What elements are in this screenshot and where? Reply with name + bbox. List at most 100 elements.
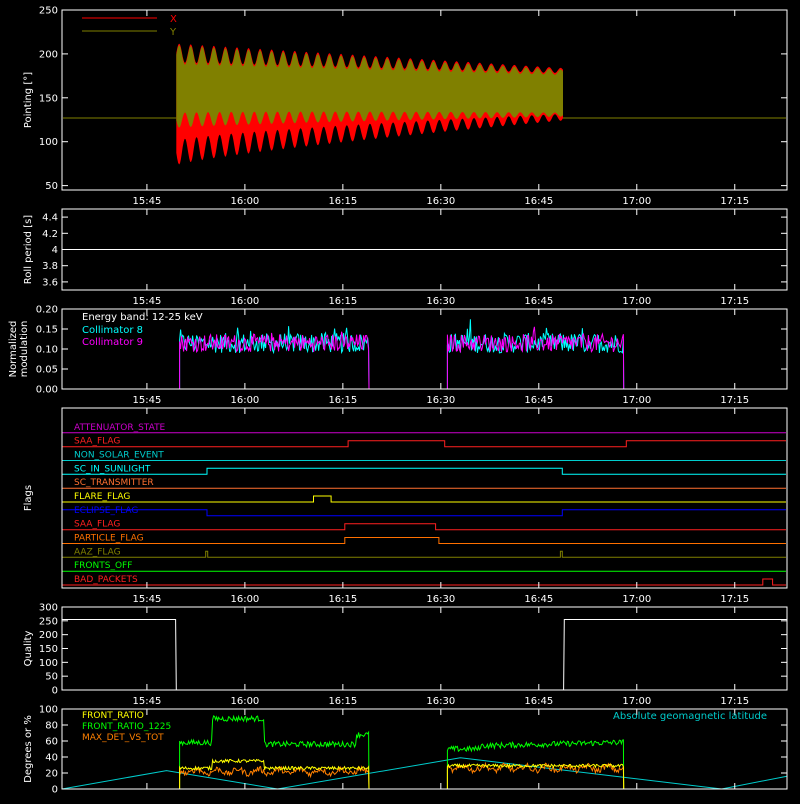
legend-label: Collimator 8 — [82, 325, 143, 336]
x-tick-label: 16:15 — [328, 594, 357, 605]
flag-label: PARTICLE_FLAG — [74, 534, 144, 544]
y-tick-label: 60 — [45, 737, 58, 748]
y-tick-label: 20 — [45, 769, 58, 780]
flag-line-aaz_flag — [62, 550, 786, 558]
series-Y-band — [176, 45, 564, 128]
y-tick-label: 0.20 — [36, 305, 58, 316]
x-tick-label: 17:15 — [720, 196, 749, 207]
x-tick-label: 16:45 — [524, 196, 553, 207]
legend-label: Y — [169, 27, 177, 38]
x-tick-label: 16:00 — [230, 696, 259, 707]
x-tick-label: 17:00 — [622, 696, 651, 707]
geomagnetic-latitude-label: Absolute geomagnetic latitude — [613, 711, 767, 722]
flag-line-saa_flag — [62, 523, 786, 531]
series-collimator-9-line — [63, 326, 786, 390]
legend-label: FRONT_RATIO — [82, 711, 144, 721]
y-axis-label: Roll period [s] — [23, 215, 34, 284]
series-front-ratio-line — [63, 758, 786, 790]
y-tick-label: 200 — [39, 49, 58, 60]
x-tick-label: 16:00 — [230, 296, 259, 307]
flag-label: ATTENUATOR_STATE — [74, 423, 166, 433]
x-tick-label: 17:15 — [720, 296, 749, 307]
geomagnetic-latitude-line — [61, 757, 788, 790]
x-tick-label: 15:45 — [132, 594, 161, 605]
panel-frame-1 — [61, 9, 788, 191]
flag-label: SAA_FLAG — [74, 520, 120, 530]
legend-label: MAX_DET_VS_TOT — [82, 733, 164, 743]
y-tick-label: 100 — [39, 705, 58, 716]
series-front-ratio-1225-line — [63, 714, 786, 790]
x-tick-label: 17:15 — [720, 395, 749, 406]
x-tick-label: 16:30 — [426, 296, 455, 307]
x-tick-label: 16:30 — [426, 594, 455, 605]
x-tick-label: 16:45 — [524, 296, 553, 307]
flag-line-eclipse_flag — [62, 509, 786, 517]
y-tick-label: 3.8 — [42, 261, 58, 272]
y-axis-label: Degrees or % — [23, 715, 34, 783]
y-tick-label: 50 — [45, 672, 58, 683]
x-tick-label: 15:45 — [132, 296, 161, 307]
y-tick-label: 250 — [39, 6, 58, 17]
y-tick-label: 80 — [45, 721, 58, 732]
flag-line-sc_in_sunlight — [62, 467, 786, 475]
y-tick-label: 0.00 — [36, 385, 58, 396]
flag-label: SC_TRANSMITTER — [74, 478, 154, 488]
panel-frame-4 — [61, 407, 788, 589]
x-tick-label: 16:15 — [328, 395, 357, 406]
x-tick-label: 16:15 — [328, 196, 357, 207]
flag-line-flare_flag — [62, 495, 786, 503]
x-tick-label: 17:00 — [622, 296, 651, 307]
flag-label: FRONTS_OFF — [74, 561, 132, 571]
series-collimator-8-line — [63, 319, 786, 390]
flag-line-particle_flag — [62, 537, 786, 544]
flag-label: ECLIPSE_FLAG — [74, 506, 138, 516]
flag-line-saa_flag — [62, 440, 786, 448]
y-tick-label: 0.05 — [36, 365, 58, 376]
flag-label: SAA_FLAG — [74, 437, 120, 447]
y-axis-label: Flags — [23, 485, 34, 511]
y-axis-label: Quality — [23, 631, 34, 667]
y-tick-label: 0 — [52, 785, 58, 796]
x-tick-label: 16:00 — [230, 395, 259, 406]
flag-label: BAD_PACKETS — [74, 575, 138, 585]
y-tick-label: 3.6 — [42, 277, 58, 288]
x-tick-label: 17:15 — [720, 696, 749, 707]
x-tick-label: 15:45 — [132, 395, 161, 406]
x-tick-label: 16:45 — [524, 696, 553, 707]
x-tick-label: 16:00 — [230, 196, 259, 207]
x-tick-label: 17:00 — [622, 196, 651, 207]
legend-label: FRONT_RATIO_1225 — [82, 722, 171, 732]
x-tick-label: 17:00 — [622, 395, 651, 406]
y-tick-label: 200 — [39, 630, 58, 641]
x-tick-label: 16:15 — [328, 696, 357, 707]
y-tick-label: 0 — [52, 686, 58, 697]
panel-frame-6 — [61, 708, 788, 790]
y-tick-label: 4 — [52, 245, 58, 256]
x-tick-label: 16:30 — [426, 696, 455, 707]
y-tick-label: 0.15 — [36, 325, 58, 336]
y-tick-label: 150 — [39, 644, 58, 655]
legend-label: Collimator 9 — [82, 337, 143, 348]
flag-label: SC_IN_SUNLIGHT — [74, 464, 151, 474]
flag-label: AAZ_FLAG — [74, 547, 121, 557]
flag-label: NON_SOLAR_EVENT — [74, 451, 164, 461]
flag-label: FLARE_FLAG — [74, 492, 130, 502]
y-tick-label: 300 — [39, 603, 58, 614]
x-tick-label: 16:15 — [328, 296, 357, 307]
y-axis-label: modulation — [19, 321, 30, 378]
x-tick-label: 16:00 — [230, 594, 259, 605]
energy-band-label: Energy band: 12-25 keV — [82, 312, 203, 323]
legend-label: X — [170, 14, 177, 25]
x-tick-label: 17:00 — [622, 594, 651, 605]
y-axis-label: Pointing [°] — [23, 72, 34, 128]
x-tick-label: 16:30 — [426, 196, 455, 207]
x-tick-label: 15:45 — [132, 196, 161, 207]
y-tick-label: 100 — [39, 137, 58, 148]
y-tick-label: 150 — [39, 93, 58, 104]
y-tick-label: 0.10 — [36, 345, 58, 356]
quality-line — [62, 619, 787, 691]
x-tick-label: 15:45 — [132, 696, 161, 707]
x-tick-label: 16:30 — [426, 395, 455, 406]
